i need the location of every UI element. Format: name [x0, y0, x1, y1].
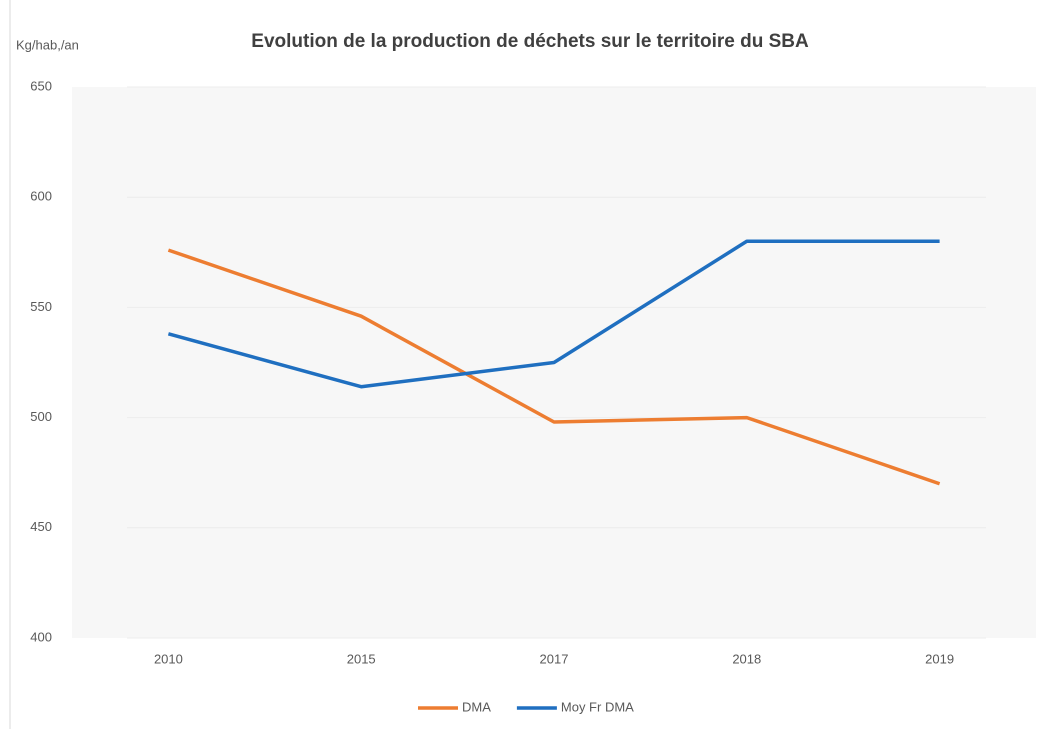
y-axis-label: Kg/hab,/an — [16, 37, 79, 52]
x-tick-label: 2015 — [347, 651, 376, 666]
y-tick-label: 450 — [30, 519, 52, 534]
y-tick-label: 650 — [30, 78, 52, 93]
x-tick-label: 2010 — [154, 651, 183, 666]
line-series — [167, 239, 940, 389]
x-tick-label: 2017 — [540, 651, 569, 666]
y-tick-label: 550 — [30, 299, 52, 314]
y-tick-label: 400 — [30, 629, 52, 644]
y-tick-label: 500 — [30, 409, 52, 424]
chart-title: Evolution de la production de déchets su… — [251, 31, 809, 52]
x-tick-label: 2018 — [732, 651, 761, 666]
legend-label: DMA — [462, 699, 491, 714]
legend-label: Moy Fr DMA — [561, 699, 634, 714]
y-tick-label: 600 — [30, 189, 52, 204]
x-tick-label: 2019 — [925, 651, 954, 666]
line-series — [167, 248, 941, 486]
